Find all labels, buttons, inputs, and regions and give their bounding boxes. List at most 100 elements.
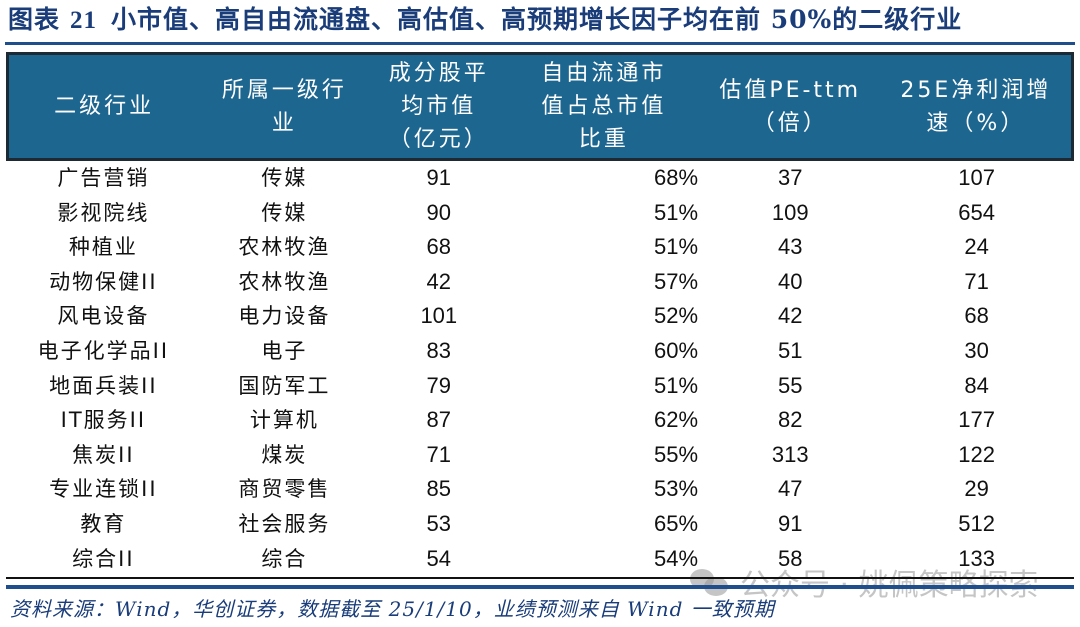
cell-pe_ttm: 51 (777, 337, 803, 363)
cell-free_float_ratio: 55% (654, 441, 699, 467)
cell-industry_l1: 农林牧渔 (238, 235, 331, 260)
cell-industry_l1: 商贸零售 (238, 477, 331, 502)
cell-free_float_ratio: 65% (654, 510, 699, 536)
watermark-text: 公众号 · 姚佩策略探索 (740, 568, 1039, 603)
cell-avg_mcap: 91 (426, 165, 452, 190)
cell-pe_ttm: 37 (777, 165, 803, 190)
cell-industry_l2: 焦炭II (72, 442, 135, 467)
data-table-container: 二级行业 所属一级行业 成分股平 均市值 （亿元） 自由流通市 值占总市值 比重 估值P… (6, 52, 1074, 576)
cell-industry_l1: 综合 (261, 546, 308, 571)
source-note: 资料来源：Wind，华创证券，数据截至 25/1/10，业绩预测来自 Wind … (10, 597, 775, 621)
cell-industry_l2: 种植业 (68, 235, 138, 260)
table-row: 电子化学品II 电子 83 60% 51 30 (8, 334, 1073, 369)
cell-industry_l2: 风电设备 (57, 304, 150, 329)
cell-np_growth_25e: 29 (964, 476, 989, 502)
cell-np_growth_25e: 133 (958, 545, 995, 571)
table-bottom-rule (6, 577, 1074, 579)
cell-pe_ttm: 55 (777, 372, 803, 398)
cell-industry_l2: 广告营销 (57, 166, 150, 190)
cell-avg_mcap: 90 (426, 199, 452, 225)
table-body: 广告营销 传媒 91 68% 37 107 影视院线 传媒 90 51% 109 654 种植业 农林牧渔… (8, 160, 1073, 577)
cell-industry_l2: 综合II (72, 546, 135, 571)
cell-np_growth_25e: 68 (964, 303, 989, 329)
cell-industry_l1: 传媒 (261, 166, 308, 190)
table-row: 风电设备 电力设备 101 52% 42 68 (8, 299, 1073, 334)
cell-avg_mcap: 83 (426, 337, 452, 363)
cell-avg_mcap: 87 (426, 407, 452, 433)
cell-pe_ttm: 42 (777, 303, 803, 329)
table-row: 综合II 综合 54 54% 58 133 (8, 542, 1073, 577)
cell-industry_l2: 电子化学品II (37, 338, 170, 363)
cell-industry_l1: 电子 (261, 338, 308, 363)
table-row: 教育 社会服务 53 65% 91 512 (8, 507, 1073, 542)
cell-industry_l2: 专业连锁II (49, 477, 158, 502)
cell-industry_l2: 动物保健II (49, 269, 158, 294)
cell-free_float_ratio: 54% (654, 545, 699, 571)
cell-industry_l2: 地面兵装II (49, 373, 158, 398)
cell-np_growth_25e: 512 (958, 510, 995, 536)
header-np-growth: 25E净利润增 速（%） (900, 77, 1052, 136)
cell-pe_ttm: 47 (777, 476, 803, 502)
cell-avg_mcap: 53 (426, 510, 452, 536)
cell-industry_l2: 教育 (80, 511, 127, 536)
table-header: 二级行业 所属一级行业 成分股平 均市值 （亿元） 自由流通市 值占总市值 比重 估值P… (7, 53, 1073, 160)
cell-industry_l1: 煤炭 (261, 442, 308, 467)
cell-np_growth_25e: 24 (964, 234, 989, 260)
cell-free_float_ratio: 68% (654, 165, 699, 190)
cell-np_growth_25e: 107 (958, 165, 995, 190)
cell-pe_ttm: 40 (777, 268, 803, 294)
cell-pe_ttm: 82 (777, 407, 803, 433)
cell-pe_ttm: 58 (777, 545, 803, 571)
cell-np_growth_25e: 71 (964, 268, 989, 294)
header-industry-l2: 二级行业 (54, 94, 155, 119)
cell-avg_mcap: 101 (420, 303, 458, 329)
table-row: 影视院线 传媒 90 51% 109 654 (8, 196, 1073, 231)
figure-label: 图表 (8, 5, 61, 34)
cell-free_float_ratio: 57% (654, 268, 699, 294)
cell-pe_ttm: 109 (771, 199, 809, 225)
cell-avg_mcap: 68 (426, 234, 452, 260)
cell-pe_ttm: 43 (777, 234, 803, 260)
cell-np_growth_25e: 177 (958, 407, 995, 433)
cell-pe_ttm: 313 (771, 441, 809, 467)
cell-free_float_ratio: 52% (654, 303, 699, 329)
industry-table: 二级行业 所属一级行业 成分股平 均市值 （亿元） 自由流通市 值占总市值 比重 估值P… (6, 52, 1074, 576)
cell-industry_l1: 计算机 (249, 408, 319, 433)
cell-free_float_ratio: 53% (654, 476, 699, 502)
figure-title-text: 小市值、高自由流通盘、高估值、高预期增长因子均在前 50%的二级行业 (111, 5, 963, 34)
table-row: IT服务II 计算机 87 62% 82 177 (8, 403, 1073, 438)
cell-free_float_ratio: 62% (654, 407, 699, 433)
cell-industry_l1: 国防军工 (238, 373, 331, 398)
table-row: 焦炭II 煤炭 71 55% 313 122 (8, 438, 1073, 473)
figure-title: 图表 21 小市值、高自由流通盘、高估值、高预期增长因子均在前 50%的二级行业 (8, 2, 962, 38)
figure-number: 21 (70, 7, 98, 34)
table-row: 种植业 农林牧渔 68 51% 43 24 (8, 230, 1073, 265)
header-industry-l1: 所属一级行业 (221, 77, 347, 136)
header-pe-ttm: 估值PE-ttm （倍） (719, 77, 862, 136)
footer-rule (6, 585, 1074, 589)
cell-free_float_ratio: 60% (654, 337, 699, 363)
cell-np_growth_25e: 84 (964, 372, 989, 398)
cell-industry_l2: 影视院线 (57, 200, 150, 225)
cell-avg_mcap: 85 (426, 476, 452, 502)
table-row: 专业连锁II 商贸零售 85 53% 47 29 (8, 472, 1073, 507)
title-rule (5, 42, 1075, 45)
table-row: 动物保健II 农林牧渔 42 57% 40 71 (8, 265, 1073, 300)
cell-free_float_ratio: 51% (654, 234, 699, 260)
cell-industry_l1: 电力设备 (238, 304, 331, 329)
cell-free_float_ratio: 51% (654, 372, 699, 398)
cell-np_growth_25e: 654 (958, 199, 995, 225)
cell-avg_mcap: 42 (426, 268, 452, 294)
cell-free_float_ratio: 51% (654, 199, 699, 225)
cell-np_growth_25e: 30 (964, 337, 989, 363)
cell-pe_ttm: 91 (777, 510, 803, 536)
table-row: 广告营销 传媒 91 68% 37 107 (8, 160, 1073, 196)
cell-avg_mcap: 54 (426, 545, 452, 571)
header-free-float-ratio: 自由流通市 值占总市值 比重 (541, 61, 667, 152)
cell-industry_l2: IT服务II (60, 408, 147, 433)
cell-np_growth_25e: 122 (958, 441, 995, 467)
cell-industry_l1: 农林牧渔 (238, 269, 331, 294)
cell-avg_mcap: 79 (426, 372, 452, 398)
cell-industry_l1: 传媒 (261, 200, 308, 225)
cell-avg_mcap: 71 (426, 441, 452, 467)
